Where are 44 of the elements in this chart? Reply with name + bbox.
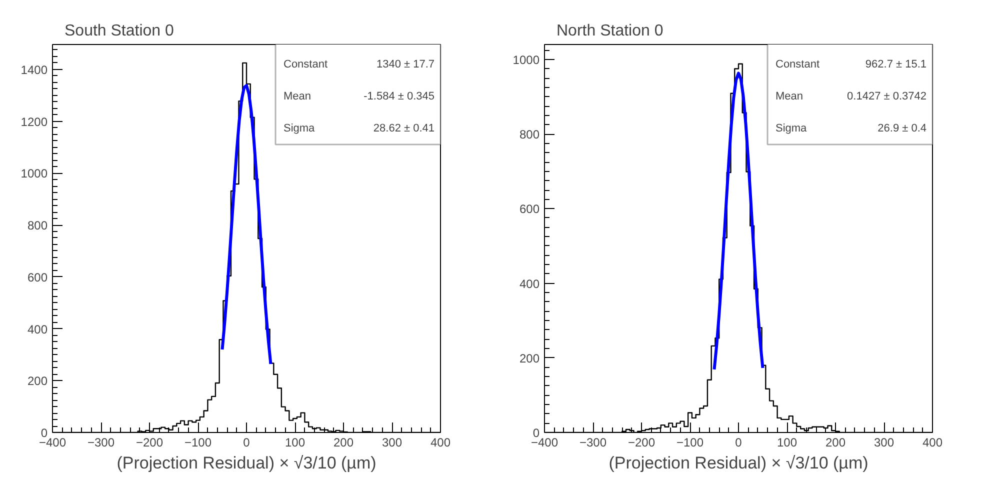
x-tick-label: 100	[776, 436, 798, 450]
x-tick-label: 300	[874, 436, 894, 450]
annotation: 26.9 ± 0.4	[878, 122, 927, 134]
y-tick-label: 600	[519, 202, 540, 216]
annotation: 0.1427 ± 0.3742	[847, 90, 927, 102]
annotation: Sigma	[776, 122, 808, 134]
annotation: 1340 ± 17.7	[376, 58, 434, 70]
x-axis-title: (Projection Residual) × √3/10 (µm)	[608, 454, 868, 472]
x-tick-label: −300	[579, 436, 607, 450]
x-axis-title: (Projection Residual) × √3/10 (µm)	[116, 454, 376, 472]
y-tick-label: 1000	[20, 166, 48, 181]
y-tick-label: 200	[27, 374, 48, 388]
y-tick-label: 400	[519, 276, 540, 291]
x-tick-label: −100	[184, 436, 212, 450]
x-tick-label: 400	[922, 436, 943, 450]
y-tick-label: 1000	[512, 52, 540, 67]
x-tick-label: −300	[87, 436, 115, 450]
x-tick-label: 300	[382, 436, 402, 450]
x-tick-label: 400	[430, 436, 451, 450]
x-tick-label: −200	[136, 436, 164, 450]
annotation: Sigma	[284, 122, 316, 134]
y-tick-label: 600	[27, 270, 48, 284]
y-tick-label: 1400	[20, 62, 48, 77]
annotation: 28.62 ± 0.41	[373, 122, 435, 134]
annotation: Mean	[776, 90, 804, 102]
chart-title: North Station 0	[556, 22, 664, 40]
annotation: Constant	[776, 58, 820, 70]
chart-title: South Station 0	[64, 22, 174, 40]
annotation: -1.584 ± 0.345	[364, 90, 435, 102]
y-tick-label: 200	[519, 351, 540, 366]
x-tick-label: 200	[333, 436, 354, 450]
x-tick-label: −100	[676, 436, 704, 450]
x-tick-label: 0	[735, 436, 742, 450]
x-tick-label: 100	[284, 436, 306, 450]
annotation: 962.7 ± 15.1	[865, 58, 927, 70]
y-tick-label: 1200	[20, 114, 48, 129]
annotation: Constant	[284, 58, 328, 70]
x-tick-label: 200	[825, 436, 846, 450]
x-tick-label: 0	[243, 436, 250, 450]
annotation: Mean	[284, 90, 312, 102]
x-tick-label: −200	[628, 436, 656, 450]
y-tick-label: 800	[519, 128, 540, 142]
y-tick-label: 800	[27, 218, 48, 233]
y-tick-label: 400	[27, 322, 48, 336]
